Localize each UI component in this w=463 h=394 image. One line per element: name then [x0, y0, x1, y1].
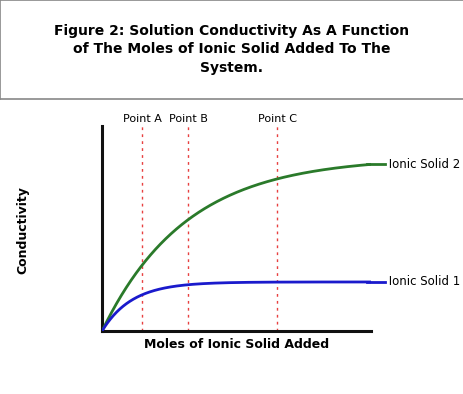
X-axis label: Moles of Ionic Solid Added: Moles of Ionic Solid Added [144, 338, 328, 351]
Text: Point B: Point B [169, 114, 207, 124]
Text: Conductivity: Conductivity [17, 186, 30, 275]
Text: Figure 2: Solution Conductivity As A Function
of The Moles of Ionic Solid Added : Figure 2: Solution Conductivity As A Fun… [54, 24, 409, 74]
Text: Ionic Solid 1: Ionic Solid 1 [384, 275, 459, 288]
Text: Point C: Point C [257, 114, 296, 124]
Text: Point A: Point A [123, 114, 162, 124]
Text: Ionic Solid 2: Ionic Solid 2 [384, 158, 459, 171]
